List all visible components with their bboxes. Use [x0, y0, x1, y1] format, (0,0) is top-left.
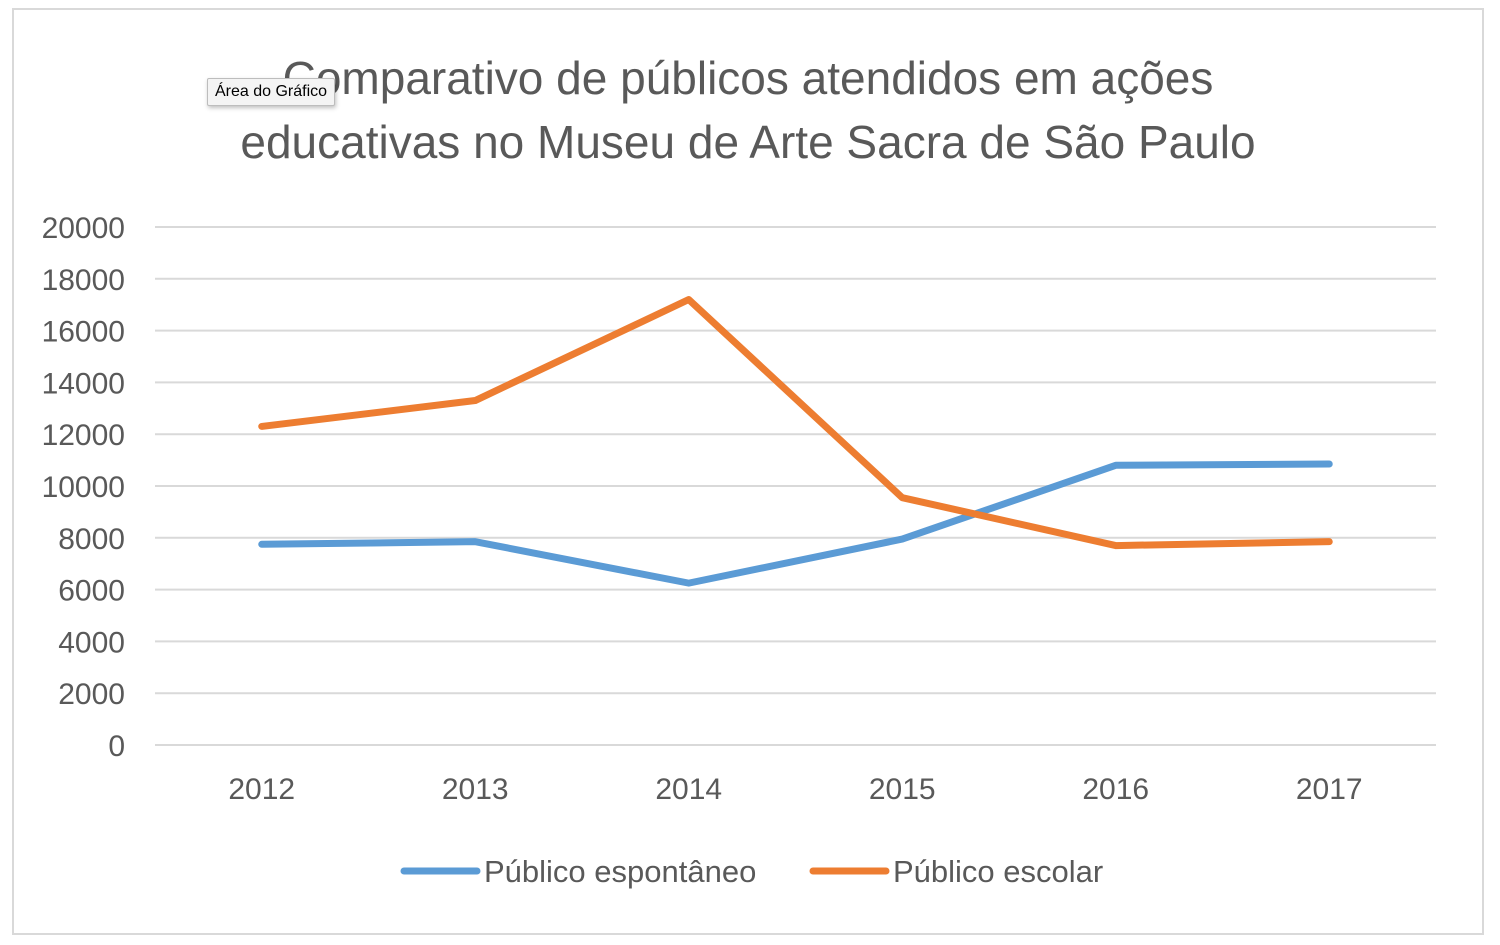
legend-item[interactable]: Público espontâneo	[400, 854, 756, 889]
x-tick-label: 2014	[655, 773, 722, 806]
chart-frame	[12, 8, 1484, 935]
y-tick-label: 6000	[58, 575, 125, 608]
legend-label: Público escolar	[893, 854, 1103, 889]
y-axis: 0 2000 4000 6000 8000 10000 12000 14000 16000 180…	[42, 212, 125, 763]
series-lines	[258, 296, 1333, 587]
y-tick-label: 16000	[42, 316, 125, 349]
legend-item[interactable]: Público escolar	[809, 854, 1103, 889]
y-tick-label: 20000	[42, 212, 125, 245]
series-line-0[interactable]	[258, 460, 1333, 587]
y-tick-label: 10000	[42, 471, 125, 504]
x-tick-label: 2016	[1082, 773, 1149, 806]
chart-title-line-2: educativas no Museu de Arte Sacra de São…	[240, 116, 1255, 168]
series-line-1[interactable]	[258, 296, 1333, 550]
legend-label: Público espontâneo	[484, 854, 756, 889]
y-tick-label: 0	[108, 730, 125, 763]
y-tick-label: 14000	[42, 367, 125, 400]
legend: Público espontâneo Público escolar	[400, 854, 1103, 889]
y-tick-label: 12000	[42, 419, 125, 452]
y-tick-label: 4000	[58, 626, 125, 659]
y-tick-label: 18000	[42, 264, 125, 297]
chart-area-tooltip: Área do Gráfico	[207, 78, 336, 106]
chart-title: Comparativo de públicos atendidos em açõ…	[240, 52, 1255, 168]
x-tick-label: 2012	[228, 773, 295, 806]
y-tick-label: 2000	[58, 678, 125, 711]
x-tick-label: 2017	[1296, 773, 1363, 806]
grid-lines	[155, 226, 1436, 746]
x-tick-label: 2015	[869, 773, 936, 806]
x-tick-label: 2013	[442, 773, 509, 806]
y-tick-label: 8000	[58, 523, 125, 556]
chart-title-line-1: Comparativo de públicos atendidos em açõ…	[283, 52, 1214, 104]
x-axis: 2012 2013 2014 2015 2016 2017	[228, 773, 1362, 806]
